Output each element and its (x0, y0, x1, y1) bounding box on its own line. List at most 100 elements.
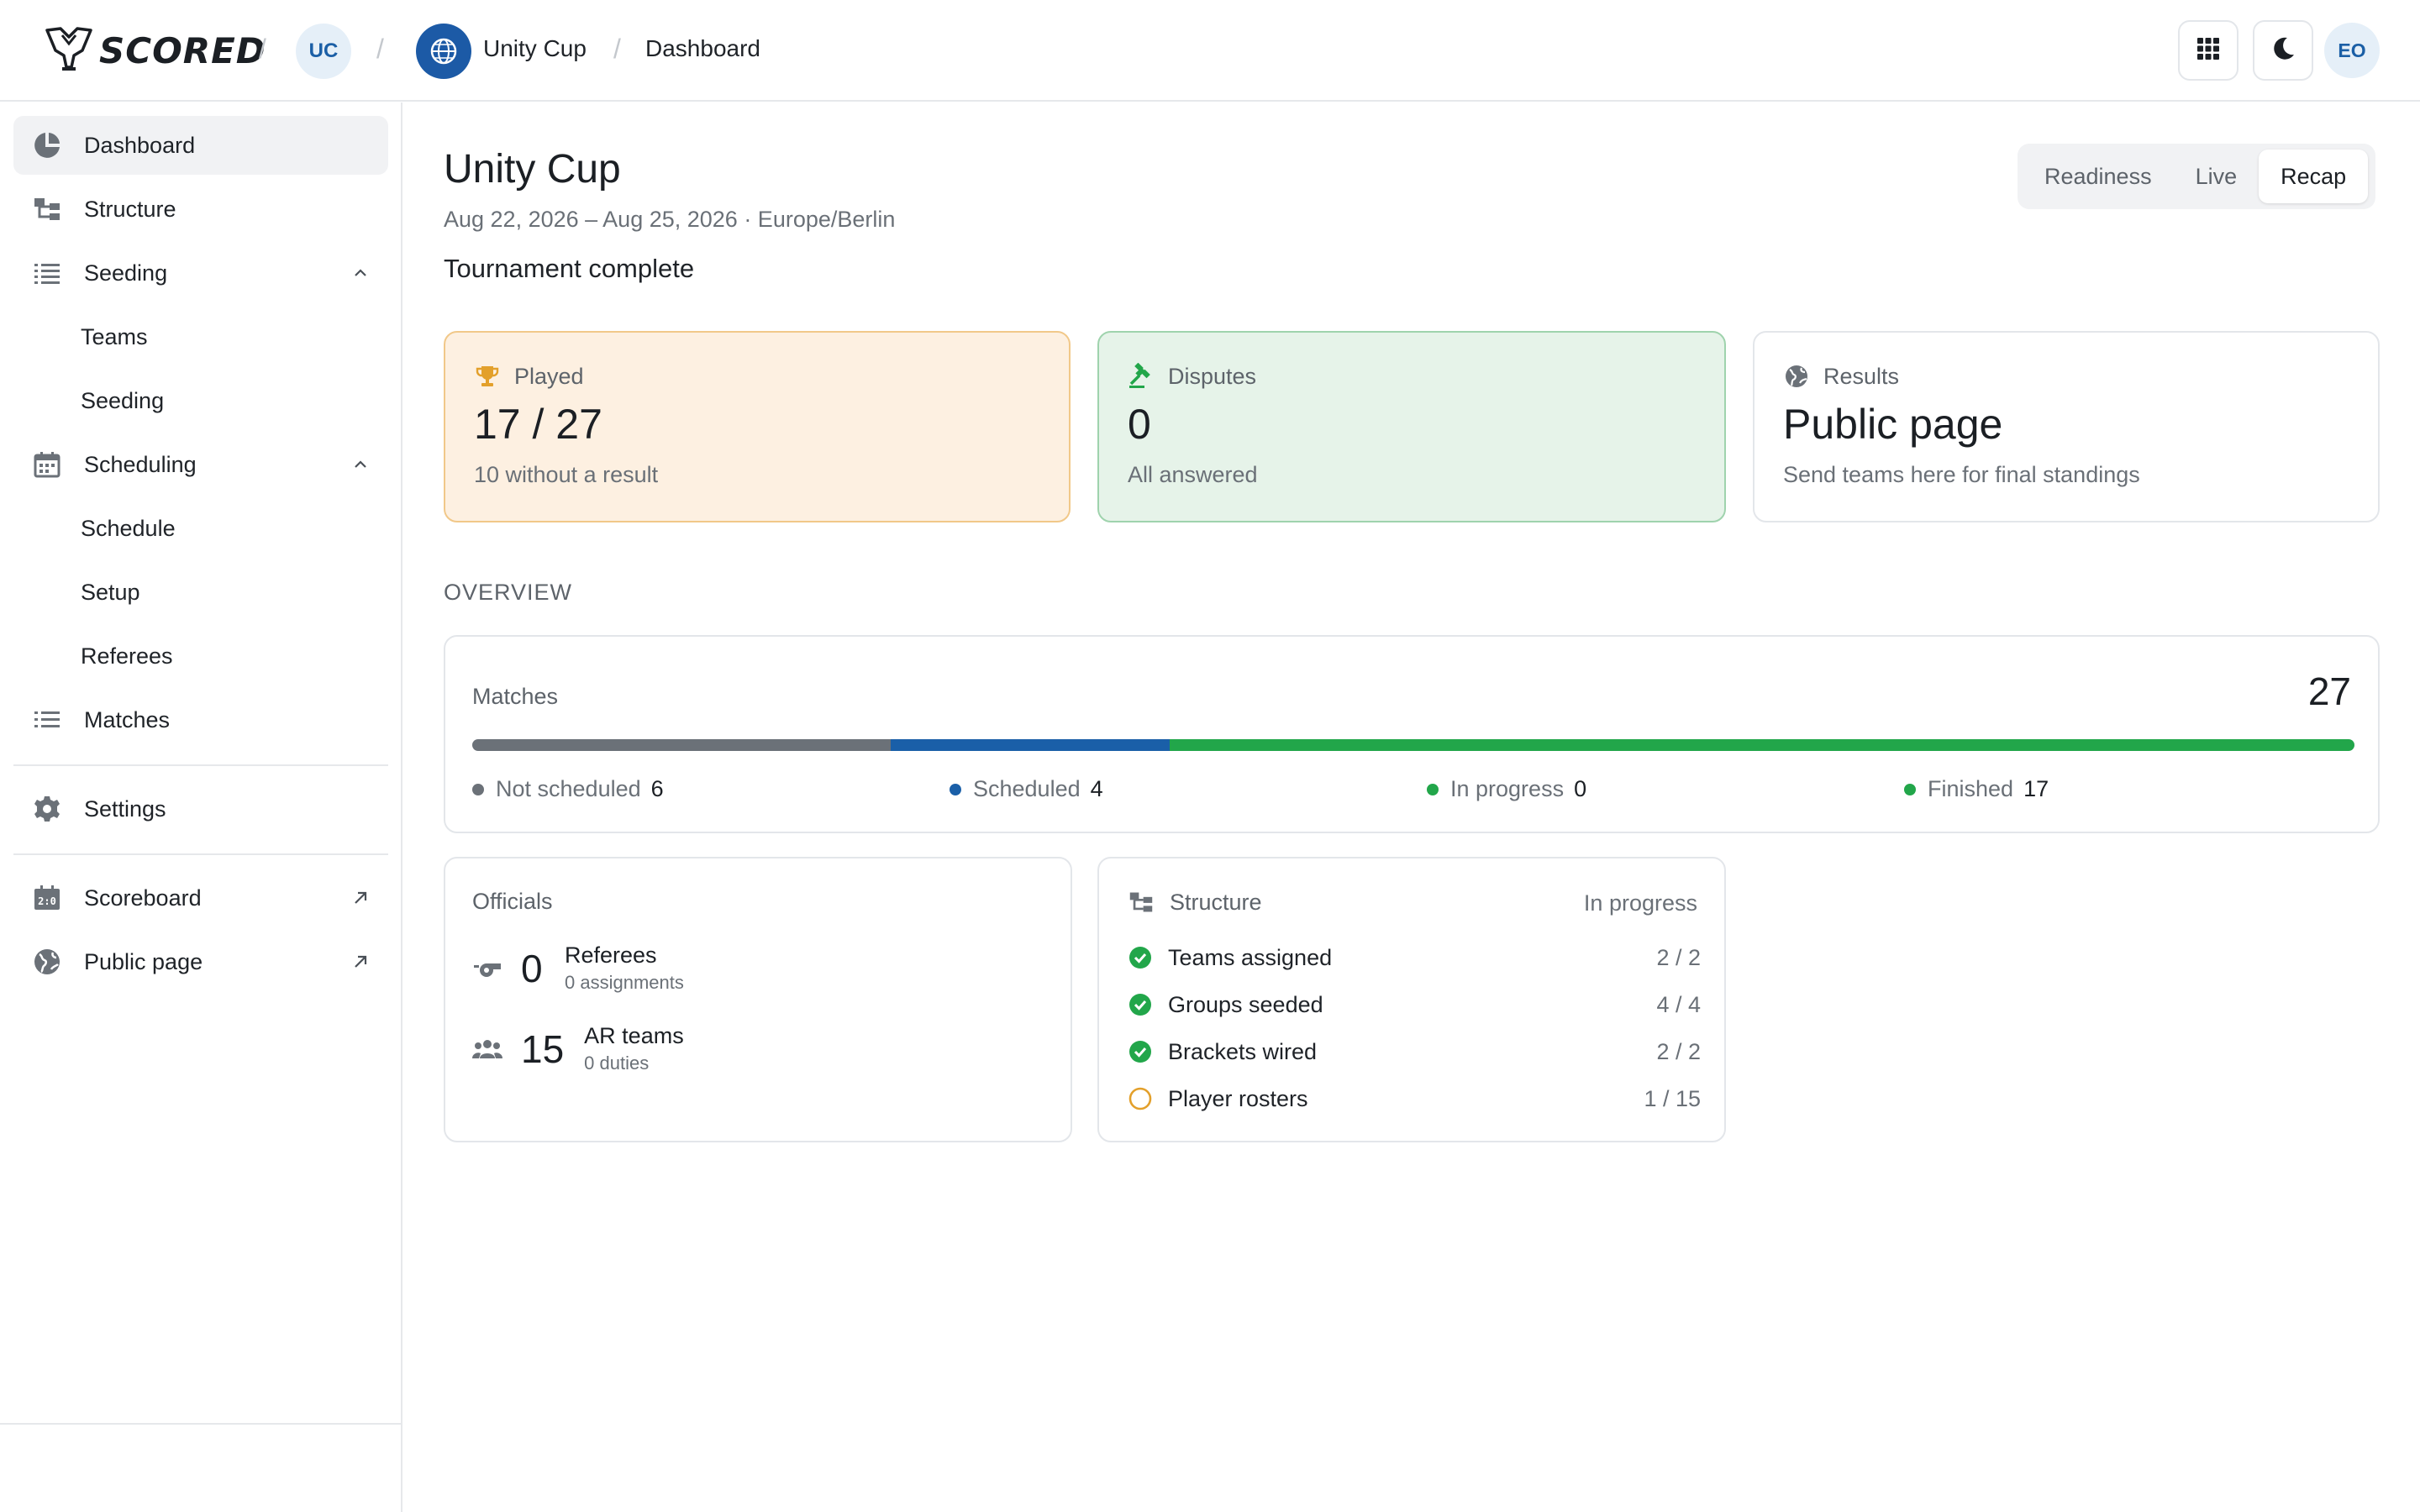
legend-value: 6 (650, 776, 664, 801)
chevron-up-icon (350, 262, 371, 284)
progress-segment-finished (1169, 739, 2354, 751)
structure-heading: Structure (1170, 889, 1262, 915)
structure-row-label: Groups seeded (1168, 991, 1323, 1017)
org-avatar[interactable]: UC (296, 24, 351, 79)
chevron-up-icon (350, 454, 371, 475)
results-sub: Send teams here for final standings (1783, 462, 2140, 487)
calendar-icon (32, 449, 62, 480)
view-switcher: Readiness Live Recap (2018, 144, 2375, 209)
external-link-icon (350, 951, 371, 973)
check-circle-icon (1128, 992, 1153, 1017)
sidebar-divider (13, 853, 388, 855)
disputes-card[interactable]: Disputes 0 All answered (1097, 331, 1726, 522)
disputes-value: 0 (1128, 401, 1151, 448)
matches-total: 27 (2307, 669, 2351, 713)
sidebar-item-label: Seeding (84, 260, 168, 286)
referees-count: 0 (521, 946, 543, 990)
progress-segment-scheduled (890, 739, 1170, 751)
matches-label: Matches (472, 684, 559, 709)
played-value: 17 / 27 (474, 401, 602, 448)
structure-row-player-rosters: Player rosters 1 / 15 (1128, 1082, 1701, 1116)
breadcrumb-separator: / (376, 34, 384, 64)
matches-overview-card: Matches 27 Not scheduled 6 Scheduled 4 I… (444, 635, 2380, 833)
overview-heading: OVERVIEW (444, 580, 573, 605)
legend-scheduled: Scheduled 4 (950, 776, 1103, 802)
sidebar-item-label: Dashboard (84, 132, 196, 158)
sidebar-item-label: Schedule (81, 515, 176, 541)
structure-card[interactable]: Structure In progress Teams assigned 2 /… (1097, 857, 1726, 1142)
theme-toggle-button[interactable] (2253, 20, 2313, 81)
gear-icon (32, 794, 62, 824)
top-bar: SCORED / UC / Unity Cup / Dashboard (0, 0, 2420, 102)
sidebar-item-label: Settings (84, 795, 166, 822)
ar-teams-row[interactable]: 15 AR teams 0 duties (471, 1023, 684, 1074)
played-sub: 10 without a result (474, 462, 659, 487)
breadcrumb-tournament[interactable]: Unity Cup (483, 35, 587, 61)
sidebar-item-dashboard[interactable]: Dashboard (13, 116, 388, 175)
structure-tree-icon (1128, 889, 1155, 916)
sidebar-item-label: Public page (84, 948, 203, 974)
legend-value: 0 (1574, 776, 1587, 801)
structure-tree-icon (32, 194, 62, 224)
matches-progress-bar (472, 739, 2354, 751)
results-card[interactable]: Results Public page Send teams here for … (1753, 331, 2380, 522)
sidebar-item-scheduling-group[interactable]: Scheduling (13, 435, 388, 494)
sidebar-item-label: Scoreboard (84, 885, 202, 911)
sidebar-item-scoreboard[interactable]: 2:0 Scoreboard (13, 869, 388, 927)
pie-chart-icon (32, 130, 62, 160)
sidebar-item-label: Setup (81, 579, 140, 605)
legend-label: In progress (1450, 776, 1565, 801)
apps-grid-button[interactable] (2178, 20, 2238, 81)
legend-dot (1904, 783, 1916, 795)
moon-icon (2269, 34, 2297, 67)
structure-row-count: 2 / 2 (1656, 944, 1701, 970)
structure-status: In progress (1583, 890, 1697, 916)
legend-value: 4 (1090, 776, 1103, 801)
sidebar-item-public-page[interactable]: Public page (13, 932, 388, 991)
results-label: Results (1823, 363, 1900, 389)
sidebar-item-label: Referees (81, 643, 173, 669)
legend-label: Finished (1928, 776, 2014, 801)
globe-icon (32, 947, 62, 977)
sidebar-item-structure[interactable]: Structure (13, 180, 388, 239)
view-readiness-button[interactable]: Readiness (2044, 163, 2152, 189)
sidebar-item-label: Matches (84, 706, 171, 732)
sidebar-item-schedule[interactable]: Schedule (13, 499, 388, 558)
legend-dot (472, 783, 484, 795)
brand-name: SCORED (99, 30, 266, 71)
sidebar-item-settings[interactable]: Settings (13, 780, 388, 838)
sidebar-item-referees[interactable]: Referees (13, 627, 388, 685)
group-icon (471, 1032, 504, 1066)
officials-heading: Officials (472, 889, 553, 914)
structure-row-label: Brackets wired (1168, 1038, 1318, 1064)
structure-row-teams-assigned: Teams assigned 2 / 2 (1128, 941, 1701, 974)
sidebar-item-label: Structure (84, 196, 176, 222)
sidebar-item-teams[interactable]: Teams (13, 307, 388, 366)
breadcrumb-separator: / (613, 34, 621, 64)
officials-card: Officials 0 Referees 0 assignments 15 AR… (444, 857, 1072, 1142)
referees-row[interactable]: 0 Referees 0 assignments (471, 942, 684, 994)
brand-logo[interactable]: SCORED (44, 25, 266, 76)
view-live-button[interactable]: Live (2195, 163, 2238, 189)
sidebar-item-setup[interactable]: Setup (13, 563, 388, 622)
ar-teams-title: AR teams (584, 1023, 684, 1048)
played-card[interactable]: Played 17 / 27 10 without a result (444, 331, 1071, 522)
grid-icon (2196, 36, 2221, 66)
structure-row-brackets-wired: Brackets wired 2 / 2 (1128, 1035, 1701, 1068)
sidebar-item-seeding-group[interactable]: Seeding (13, 244, 388, 302)
tournament-globe-icon[interactable] (416, 24, 471, 79)
view-recap-button[interactable]: Recap (2259, 150, 2369, 203)
whistle-icon (471, 952, 504, 985)
page-title: Unity Cup (444, 147, 621, 192)
breadcrumb-separator: / (259, 34, 266, 64)
legend-in-progress: In progress 0 (1427, 776, 1586, 802)
sidebar-item-matches[interactable]: Matches (13, 690, 388, 749)
sidebar-item-seeding[interactable]: Seeding (13, 371, 388, 430)
legend-label: Scheduled (973, 776, 1081, 801)
structure-row-label: Teams assigned (1168, 944, 1333, 970)
user-avatar[interactable]: EO (2324, 23, 2380, 78)
structure-row-label: Player rosters (1168, 1085, 1308, 1111)
breadcrumb-page: Dashboard (645, 35, 760, 61)
trophy-icon (474, 363, 501, 390)
structure-row-count: 1 / 15 (1644, 1085, 1701, 1111)
